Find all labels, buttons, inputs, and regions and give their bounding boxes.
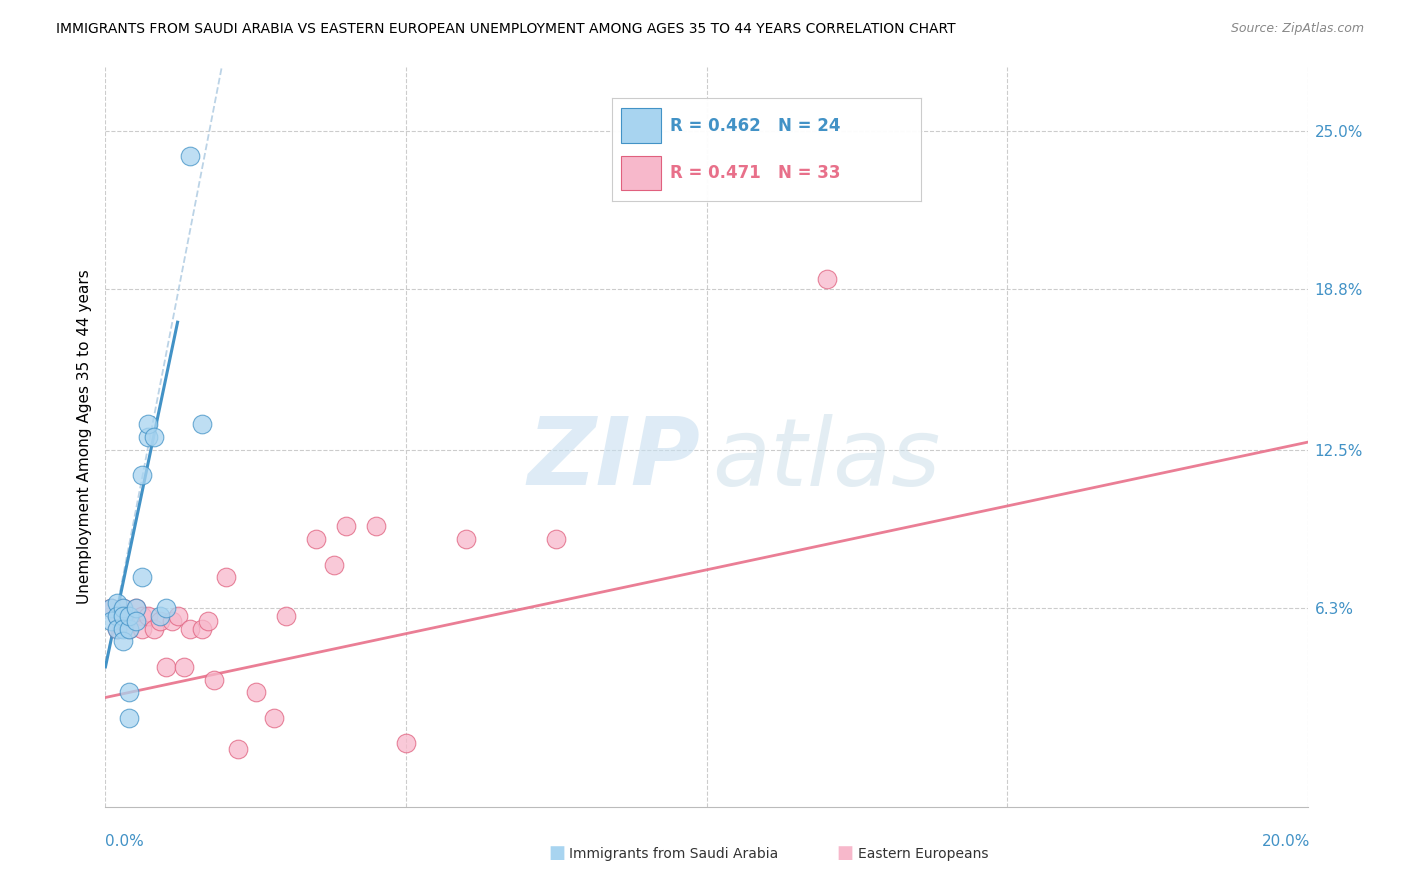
Point	[173, 660, 195, 674]
Point	[118, 711, 141, 725]
Point	[395, 736, 418, 750]
Point	[197, 614, 219, 628]
Point	[112, 622, 135, 636]
Point	[112, 601, 135, 615]
Point	[107, 622, 129, 636]
Point	[166, 608, 188, 623]
Point	[124, 601, 146, 615]
Point	[100, 601, 122, 615]
Point	[305, 532, 328, 546]
Point	[112, 634, 135, 648]
Point	[148, 608, 170, 623]
Point	[815, 272, 838, 286]
Point	[100, 614, 122, 628]
Point	[274, 608, 297, 623]
Point	[112, 608, 135, 623]
Point	[118, 608, 141, 623]
Point	[107, 608, 129, 623]
Point	[364, 519, 387, 533]
Point	[124, 614, 146, 628]
Point	[136, 430, 159, 444]
Point	[107, 596, 129, 610]
Text: Eastern Europeans: Eastern Europeans	[858, 847, 988, 861]
Point	[202, 673, 225, 687]
Point	[131, 622, 153, 636]
Point	[142, 622, 165, 636]
Point	[124, 601, 146, 615]
Point	[190, 622, 212, 636]
Point	[546, 532, 568, 546]
Point	[136, 608, 159, 623]
Point	[136, 417, 159, 432]
Point	[107, 622, 129, 636]
Point	[112, 601, 135, 615]
Text: R = 0.462   N = 24: R = 0.462 N = 24	[671, 117, 841, 135]
Point	[131, 570, 153, 584]
Point	[107, 608, 129, 623]
Point	[245, 685, 267, 699]
Point	[118, 622, 141, 636]
Point	[155, 660, 177, 674]
Text: Source: ZipAtlas.com: Source: ZipAtlas.com	[1230, 22, 1364, 36]
Point	[179, 622, 201, 636]
Text: IMMIGRANTS FROM SAUDI ARABIA VS EASTERN EUROPEAN UNEMPLOYMENT AMONG AGES 35 TO 4: IMMIGRANTS FROM SAUDI ARABIA VS EASTERN …	[56, 22, 956, 37]
Point	[160, 614, 183, 628]
Text: R = 0.471   N = 33: R = 0.471 N = 33	[671, 164, 841, 182]
Point	[112, 614, 135, 628]
Text: Immigrants from Saudi Arabia: Immigrants from Saudi Arabia	[569, 847, 779, 861]
Point	[335, 519, 357, 533]
Text: atlas: atlas	[713, 414, 941, 505]
Text: ■: ■	[837, 844, 853, 862]
Point	[214, 570, 236, 584]
Point	[118, 685, 141, 699]
Point	[179, 149, 201, 163]
Point	[155, 601, 177, 615]
Text: ZIP: ZIP	[527, 413, 700, 505]
Point	[131, 468, 153, 483]
Point	[322, 558, 344, 572]
Point	[100, 601, 122, 615]
Bar	[621, 155, 661, 190]
Point	[226, 741, 249, 756]
Point	[142, 430, 165, 444]
Point	[263, 711, 285, 725]
Text: ■: ■	[548, 844, 565, 862]
Text: 0.0%: 0.0%	[105, 834, 145, 848]
Point	[118, 622, 141, 636]
Y-axis label: Unemployment Among Ages 35 to 44 years: Unemployment Among Ages 35 to 44 years	[76, 269, 91, 605]
Point	[131, 608, 153, 623]
Bar	[621, 108, 661, 144]
Text: 20.0%: 20.0%	[1263, 834, 1310, 848]
Point	[190, 417, 212, 432]
Point	[148, 614, 170, 628]
Point	[454, 532, 477, 546]
